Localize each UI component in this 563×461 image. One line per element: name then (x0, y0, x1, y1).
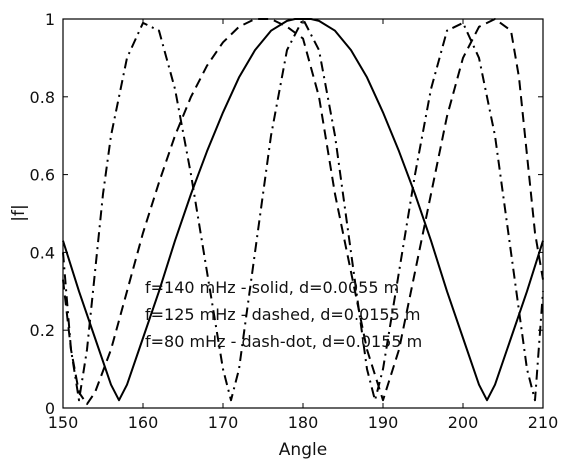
x-tick-label: 180 (288, 413, 319, 432)
annotations: f=140 mHz - solid, d=0.0055 m f=125 mHz -… (145, 278, 422, 351)
x-tick-label: 150 (48, 413, 79, 432)
y-tick-label: 0.6 (30, 166, 55, 185)
annotation-line: f=125 mHz - dashed, d=0.0155 m (145, 305, 420, 324)
x-axis-label: Angle (279, 440, 327, 460)
x-tick-label: 210 (528, 413, 559, 432)
ticks-layer: 150 160 170 180 190 200 210 0 0.2 0.4 0.6 0.8 1 (30, 10, 559, 432)
y-tick-label: 0.8 (30, 88, 55, 107)
annotation-line: f=140 mHz - solid, d=0.0055 m (145, 278, 399, 297)
y-tick-label: 0.4 (30, 243, 55, 262)
series-line-dashed (62, 18, 544, 406)
series-line-dash-dot (62, 18, 544, 402)
x-tick-label: 190 (368, 413, 399, 432)
y-axis-label: |f| (9, 204, 29, 221)
x-tick-label: 160 (128, 413, 159, 432)
y-tick-label: 0 (45, 399, 55, 418)
y-tick-label: 1 (45, 10, 55, 29)
x-tick-label: 200 (448, 413, 479, 432)
y-tick-label: 0.2 (30, 321, 55, 340)
annotation-line: f=80 mHz - dash-dot, d=0.0155 m (145, 332, 422, 351)
x-tick-label: 170 (208, 413, 239, 432)
